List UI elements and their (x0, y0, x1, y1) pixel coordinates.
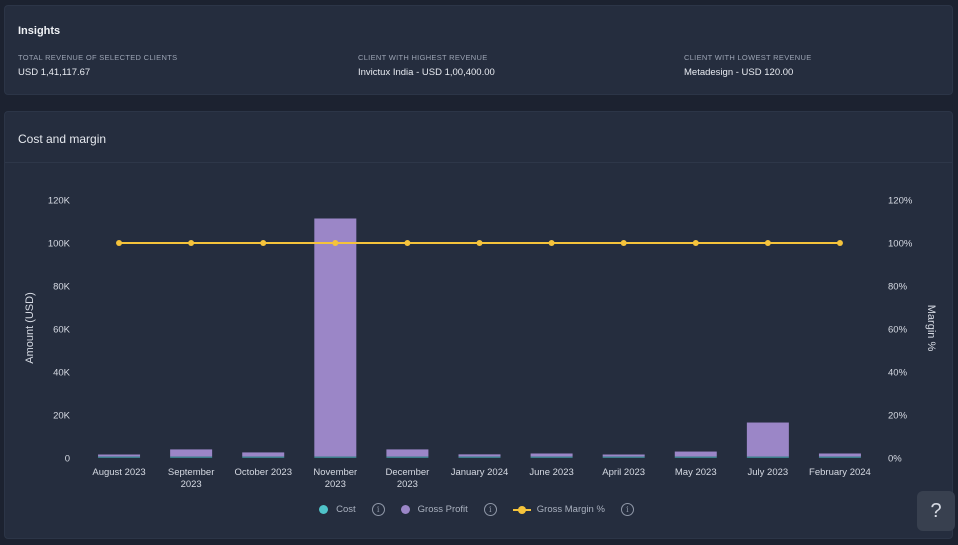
metric-value: Metadesign - USD 120.00 (684, 67, 794, 78)
gross-margin-point[interactable] (548, 240, 555, 246)
metric-value: Invictux India - USD 1,00,400.00 (358, 67, 495, 78)
gross-margin-point[interactable] (404, 240, 411, 246)
legend-item-gross-margin[interactable]: Gross Margin % (512, 504, 605, 515)
y-tick-label: 60K (53, 325, 71, 336)
gross-margin-point[interactable] (620, 240, 627, 246)
gross-profit-bar[interactable] (746, 422, 789, 457)
y2-tick-label: 20% (888, 411, 908, 422)
cost-bar[interactable] (242, 456, 285, 459)
x-tick-label: September 2023 (168, 467, 214, 490)
help-button[interactable]: ? (917, 491, 955, 531)
metric-highest-revenue: CLIENT WITH HIGHEST REVENUE Invictux Ind… (358, 53, 495, 78)
gross-margin-point[interactable] (692, 240, 699, 246)
gross-margin-point[interactable] (116, 240, 123, 246)
line-marker-icon (512, 505, 531, 514)
cost-bar[interactable] (458, 456, 501, 459)
cost-bar[interactable] (602, 456, 645, 459)
y-tick-label: 80K (53, 282, 71, 293)
gross-profit-bar[interactable] (242, 452, 285, 457)
x-tick-label: July 2023 (748, 467, 789, 478)
y-tick-label: 40K (53, 368, 71, 379)
metric-label: CLIENT WITH HIGHEST REVENUE (358, 53, 488, 62)
y2-tick-label: 100% (888, 239, 913, 250)
insights-title: Insights (18, 25, 61, 37)
cost-margin-card: Cost and margin 0 20K 40K 60K 80K 100K 120K 0%… (4, 111, 953, 539)
gross-profit-bar[interactable] (98, 454, 141, 457)
x-tick-label: December 2023 (385, 467, 429, 490)
cost-bar[interactable] (674, 456, 717, 459)
y2-axis-title: Margin % (925, 305, 937, 352)
gross-profit-bar[interactable] (674, 451, 717, 457)
x-tick-label: February 2024 (809, 467, 871, 478)
y-tick-label: 120K (48, 196, 71, 207)
y-tick-label: 20K (53, 411, 71, 422)
cost-bar[interactable] (314, 456, 357, 459)
gross-profit-bar[interactable] (170, 449, 213, 457)
y2-tick-label: 0% (888, 454, 902, 465)
gross-profit-bar[interactable] (602, 454, 645, 457)
gross-profit-bar[interactable] (818, 453, 861, 457)
metric-label: TOTAL REVENUE OF SELECTED CLIENTS (18, 53, 178, 62)
metric-value: USD 1,41,117.67 (18, 67, 91, 78)
x-tick-label: April 2023 (602, 467, 645, 478)
chart-title: Cost and margin (18, 132, 107, 146)
cost-bar[interactable] (746, 456, 789, 459)
legend-item-gross-profit[interactable]: Gross Profit (400, 504, 468, 515)
chart-legend: Cost i Gross Profit i Gross Margin % i (5, 503, 952, 516)
metric-total-revenue: TOTAL REVENUE OF SELECTED CLIENTS USD 1,… (18, 53, 177, 78)
gross-margin-point[interactable] (188, 240, 195, 246)
cost-bar[interactable] (98, 456, 141, 459)
y2-tick-label: 120% (888, 196, 913, 207)
x-tick-label: November 2023 (313, 467, 357, 490)
gross-margin-point[interactable] (764, 240, 771, 246)
legend-label: Gross Margin % (536, 504, 605, 515)
x-tick-label: May 2023 (675, 467, 717, 478)
gross-profit-bar[interactable] (458, 454, 501, 457)
divider (5, 162, 952, 163)
x-tick-label: October 2023 (234, 467, 292, 478)
insights-card: Insights TOTAL REVENUE OF SELECTED CLIEN… (4, 5, 953, 95)
metric-lowest-revenue: CLIENT WITH LOWEST REVENUE Metadesign - … (684, 53, 812, 78)
x-tick-label: June 2023 (529, 467, 573, 478)
gross-margin-point[interactable] (836, 240, 843, 246)
legend-label: Gross Profit (417, 504, 468, 515)
cost-bar[interactable] (170, 456, 213, 459)
legend-item-cost[interactable]: Cost (319, 504, 356, 515)
gross-margin-point[interactable] (260, 240, 267, 246)
cost-bar[interactable] (530, 456, 573, 459)
cost-dot-icon (319, 505, 329, 514)
cost-bar[interactable] (818, 456, 861, 459)
y2-tick-label: 80% (888, 282, 908, 293)
info-icon[interactable]: i (371, 503, 385, 516)
y2-tick-label: 40% (888, 368, 908, 379)
gross-profit-dot-icon (400, 505, 410, 514)
info-icon[interactable]: i (620, 503, 634, 516)
gross-profit-bar[interactable] (314, 218, 357, 457)
metric-label: CLIENT WITH LOWEST REVENUE (684, 53, 812, 62)
gross-margin-point[interactable] (476, 240, 483, 246)
legend-label: Cost (336, 504, 356, 515)
y-tick-label: 100K (48, 239, 71, 250)
y-axis-title: Amount (USD) (24, 292, 36, 364)
gross-margin-point[interactable] (332, 240, 339, 246)
x-tick-label: August 2023 (92, 467, 145, 478)
gross-profit-bar[interactable] (530, 453, 573, 457)
y2-tick-label: 60% (888, 325, 908, 336)
info-icon[interactable]: i (483, 503, 497, 516)
gross-profit-bar[interactable] (386, 449, 429, 457)
y-tick-label: 0 (65, 454, 70, 465)
cost-bar[interactable] (386, 456, 429, 459)
x-tick-label: January 2024 (451, 467, 509, 478)
